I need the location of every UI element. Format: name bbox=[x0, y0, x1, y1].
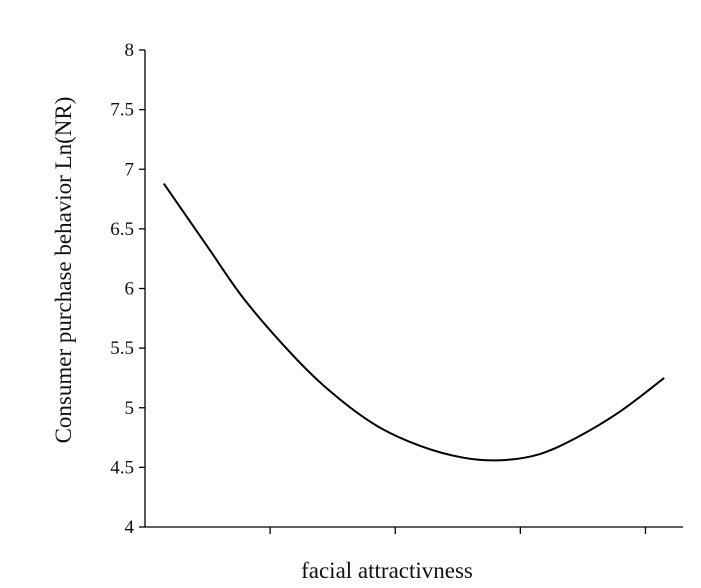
y-tick-label: 8 bbox=[125, 40, 135, 61]
y-tick-label: 7 bbox=[125, 159, 135, 180]
y-tick-label: 5.5 bbox=[110, 338, 134, 359]
x-axis bbox=[145, 526, 683, 534]
y-tick-label: 4 bbox=[125, 517, 135, 538]
plot-area bbox=[162, 183, 665, 462]
y-tick-label: 6 bbox=[125, 279, 135, 300]
y-tick-label: 5 bbox=[125, 398, 135, 419]
x-axis-title: facial attractivness bbox=[301, 558, 473, 583]
series-line bbox=[162, 183, 665, 462]
y-axis: 4 4.5 5 5.5 6 6.5 7 7.5 8 bbox=[110, 40, 146, 538]
y-tick-label: 6.5 bbox=[110, 219, 134, 240]
y-tick-label: 4.5 bbox=[110, 457, 134, 478]
y-tick-label: 7.5 bbox=[110, 100, 134, 121]
y-axis-title: Consumer purchase behavior Ln(NR) bbox=[51, 97, 76, 444]
